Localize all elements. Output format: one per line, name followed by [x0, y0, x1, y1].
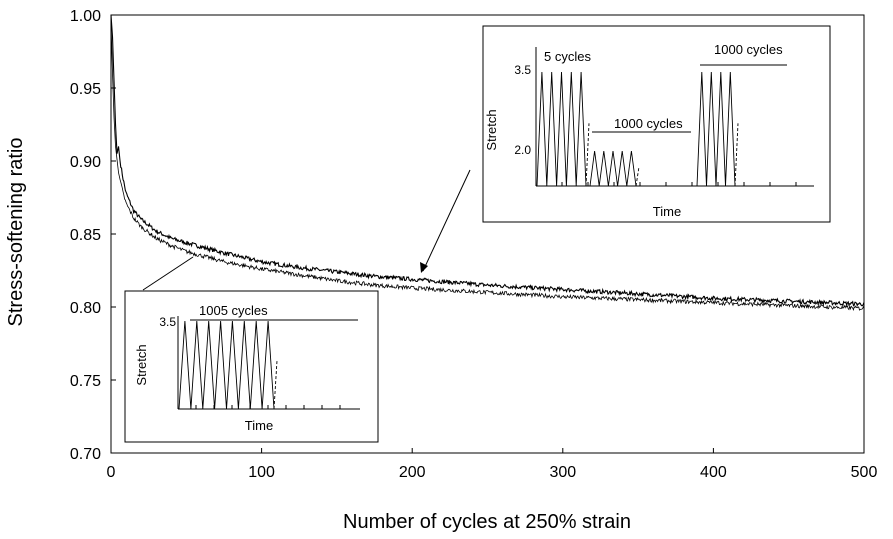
callouts: [142, 169, 471, 291]
series-line: [110, 14, 865, 308]
inset-tick-label: 3.5: [159, 315, 176, 329]
inset-tick-label: 3.5: [514, 63, 531, 77]
inset-wave-continuation: [273, 360, 278, 410]
inset-x-label: Time: [245, 418, 273, 433]
inset-plot: [177, 316, 360, 410]
inset-chart-continuous: Stretch Time 3.5 1005 cycles: [124, 290, 379, 443]
inset-wave: [178, 320, 275, 410]
y-tick-label: 0.70: [70, 446, 101, 463]
callout-line: [142, 256, 194, 291]
inset-wave-continuation: [585, 123, 590, 187]
inset-wave: [536, 71, 587, 187]
inset-wave-continuation: [734, 123, 739, 187]
inset-annotation: 1000 cycles: [714, 42, 783, 57]
y-tick-label: 0.95: [70, 81, 101, 98]
inset-wave-continuation: [635, 166, 640, 187]
y-tick-label: 0.80: [70, 300, 101, 317]
inset-frame: [482, 25, 831, 223]
series-line: [110, 22, 865, 311]
inset-x-label: Time: [653, 204, 681, 219]
callout-arrowhead: [420, 262, 428, 273]
y-tick-label: 0.85: [70, 227, 101, 244]
inset-wave: [696, 71, 736, 187]
x-tick-label: 0: [107, 464, 116, 481]
inset-annotation: 5 cycles: [544, 49, 591, 64]
callout-line: [422, 169, 471, 272]
inset-annotation: 1000 cycles: [614, 116, 683, 131]
y-tick-label: 0.75: [70, 373, 101, 390]
series-layer: [110, 14, 865, 311]
x-tick-label: 300: [549, 464, 576, 481]
axes: 0 100 200 300 400 500 0.70 0.75 0.80 0.85 0.90 0.95…: [70, 8, 878, 481]
x-tick-label: 200: [399, 464, 426, 481]
inset-annotation: 1005 cycles: [199, 303, 268, 318]
x-axis-label: Number of cycles at 250% strain: [343, 511, 631, 533]
inset-frame: [124, 290, 379, 443]
y-tick-label: 1.00: [70, 8, 101, 25]
inset-chart-multistage: Stretch Time 3.5 2.0 5 cycles 1000 cycle…: [482, 25, 831, 223]
x-tick-label: 400: [700, 464, 727, 481]
inset-tick-label: 2.0: [514, 143, 531, 157]
inset-y-label: Stretch: [484, 109, 499, 150]
inset-y-label: Stretch: [134, 344, 149, 385]
inset-wave: [589, 150, 637, 187]
x-tick-label: 100: [248, 464, 275, 481]
y-axis-label: Stress-softening ratio: [5, 138, 27, 327]
x-tick-label: 500: [851, 464, 878, 481]
y-tick-label: 0.90: [70, 154, 101, 171]
inset-plot: [535, 47, 814, 187]
